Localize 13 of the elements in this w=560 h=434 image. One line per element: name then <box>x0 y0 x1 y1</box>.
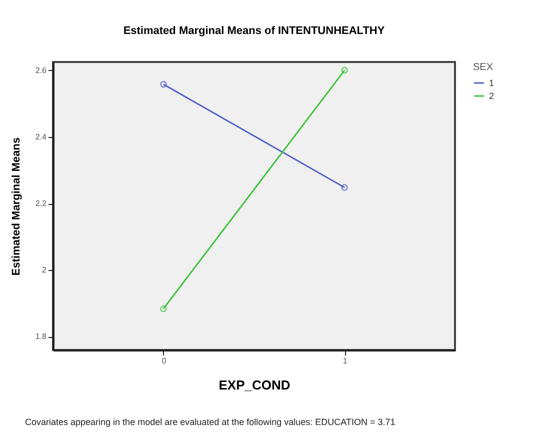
legend-label: 2 <box>489 91 494 101</box>
x-axis-title: EXP_COND <box>218 378 290 392</box>
y-axis-title: Estimated Marginal Means <box>10 137 22 276</box>
text: Covariates appearing in the model are evaluated at the following values: EDUCATION = 3.71 <box>25 417 396 427</box>
legend-title: SEX <box>473 62 494 73</box>
y-tick-label: 2.2 <box>35 199 48 208</box>
legend-label: 1 <box>489 78 494 88</box>
y-tick-label: 2 <box>42 266 48 275</box>
x-tick-label: 0 <box>162 356 167 366</box>
y-tick-label: 1.8 <box>35 332 48 342</box>
y-tick-label: 2.6 <box>35 66 48 75</box>
y-tick-label: 2.4 <box>35 132 48 142</box>
chart-title: Estimated Marginal Means of INTENTUNHEALTHY <box>123 25 386 37</box>
